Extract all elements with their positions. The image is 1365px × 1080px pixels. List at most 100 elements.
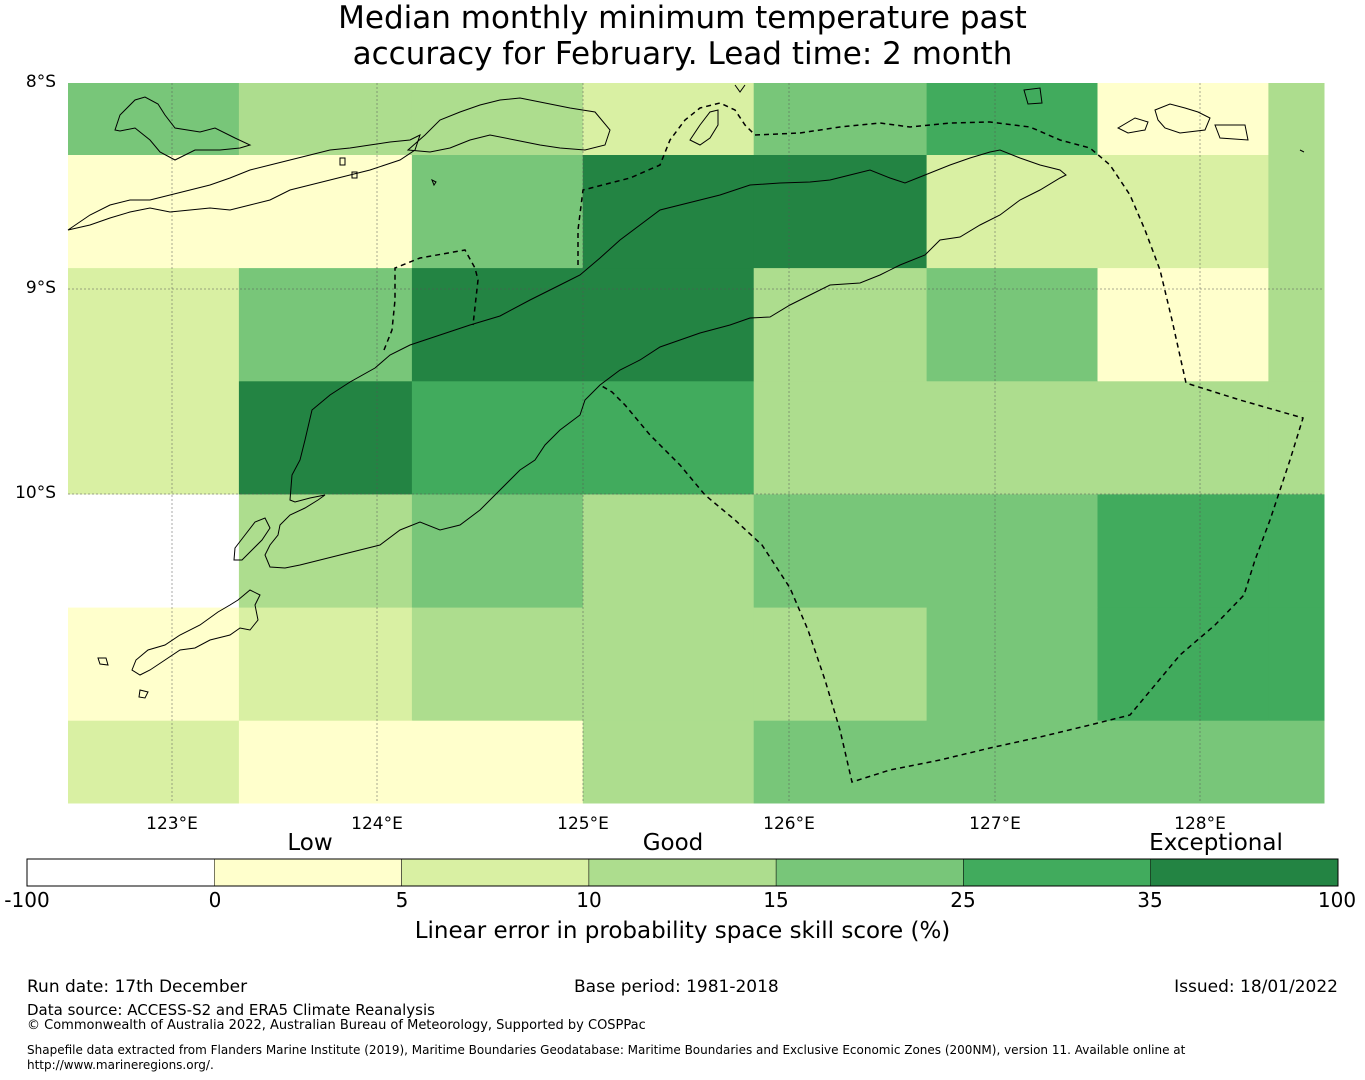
skill-cell: [926, 268, 1098, 382]
issued-date: Issued: 18/01/2022: [1174, 977, 1338, 997]
skill-cell: [582, 720, 755, 804]
skill-cell: [926, 720, 1098, 804]
skill-cell: [926, 155, 1098, 269]
skill-cell: [411, 381, 584, 495]
colorbar-tick: 15: [763, 888, 789, 912]
skill-cell: [68, 720, 240, 804]
shapefile-credit: Shapefile data extracted from Flanders M…: [27, 1043, 1186, 1072]
copyright: © Commonwealth of Australia 2022, Austra…: [27, 1018, 646, 1033]
skill-cell: [68, 381, 240, 495]
lat-label-8s: 8°S: [25, 72, 56, 92]
chart-title-line1: Median monthly minimum temperature past: [338, 0, 1027, 36]
small-islet: [339, 84, 1305, 187]
skill-cell: [68, 83, 240, 156]
skill-cell: [753, 268, 928, 382]
eez-boundary: [383, 102, 1304, 783]
skill-cell: [68, 155, 240, 269]
skill-cell: [68, 268, 240, 382]
skill-cell: [238, 155, 413, 269]
semau-island-outline: [233, 517, 271, 561]
colorbar-word-exceptional: Exceptional: [1149, 830, 1283, 856]
lat-label-10s: 10°S: [15, 483, 56, 503]
skill-cell: [753, 607, 928, 722]
coastlines: [67, 84, 1305, 699]
lon-label-128e: 128°E: [1174, 814, 1226, 834]
skill-cell: [1268, 720, 1325, 804]
skill-cell: [753, 381, 928, 495]
skill-cell: [411, 720, 584, 804]
timor-island-outline: [264, 149, 1067, 569]
skill-cell: [1097, 494, 1269, 608]
rote-island-outline: [131, 589, 261, 676]
skill-cell: [238, 381, 413, 495]
skill-cell: [582, 607, 755, 722]
skill-cell: [238, 720, 413, 804]
skill-cells: [68, 83, 1325, 804]
skill-cell: [1097, 720, 1269, 804]
base-period: Base period: 1981-2018: [574, 977, 779, 997]
skill-cell: [1097, 268, 1269, 382]
skill-cell: [1097, 381, 1269, 495]
colorbar-word-good: Good: [642, 830, 704, 856]
skill-cell: [753, 494, 928, 608]
skill-cell: [411, 607, 584, 722]
colorbar-tick: 10: [576, 888, 602, 912]
sawu-island-outline: [97, 657, 149, 699]
skill-cell: [238, 268, 413, 382]
lon-label-126e: 126°E: [763, 814, 815, 834]
data-source: Data source: ACCESS-S2 and ERA5 Climate …: [27, 1001, 435, 1019]
colorbar-tick: -100: [4, 888, 50, 912]
skill-cell: [238, 494, 413, 608]
skill-cell: [1268, 494, 1325, 608]
skill-cell: [926, 83, 1098, 156]
colorbar-tick: 100: [1317, 888, 1357, 912]
wetar-island-outline: [406, 97, 611, 153]
skill-cell: [411, 83, 584, 156]
skill-cell: [753, 720, 928, 804]
skill-cell: [411, 268, 584, 382]
skill-cell: [582, 155, 755, 269]
chart-title-line2: accuracy for February. Lead time: 2 mont…: [352, 36, 1013, 72]
skill-cell: [582, 494, 755, 608]
colorbar-tick: 35: [1137, 888, 1163, 912]
colorbar-caption: Linear error in probability space skill …: [414, 918, 951, 944]
flores-island-outline: [67, 134, 421, 231]
skill-cell: [68, 607, 240, 722]
colorbar-tick: 5: [395, 888, 409, 912]
colorbar-tick: 25: [950, 888, 976, 912]
skill-cell: [582, 268, 755, 382]
skill-cell: [238, 607, 413, 722]
skill-cell: [926, 607, 1098, 722]
graticule: [68, 83, 1324, 803]
skill-cell: [1268, 607, 1325, 722]
skill-cell: [1268, 155, 1325, 269]
lat-label-9s: 9°S: [25, 278, 56, 298]
skill-cell: [411, 155, 584, 269]
colorbar-word-low: Low: [287, 830, 333, 856]
colorbar-tick: 0: [208, 888, 222, 912]
skill-cell: [411, 494, 584, 608]
skill-cell: [753, 83, 928, 156]
alor-island-outline: [114, 96, 252, 161]
lon-label-124e: 124°E: [351, 814, 403, 834]
skill-cell: [926, 381, 1098, 495]
skill-cell: [582, 381, 755, 495]
atauro-island-outline: [689, 109, 719, 146]
skill-cell: [1097, 155, 1269, 269]
lon-label-125e: 125°E: [557, 814, 609, 834]
skill-cell: [238, 83, 413, 156]
skill-cell: [1268, 268, 1325, 382]
run-date: Run date: 17th December: [27, 977, 248, 997]
skill-cell: [1097, 83, 1269, 156]
skill-cell: [582, 83, 755, 156]
skill-cell: [68, 494, 240, 608]
skill-cell: [753, 155, 928, 269]
skill-cell: [1097, 607, 1269, 722]
lon-label-123e: 123°E: [146, 814, 198, 834]
kisar-island-outline: [1023, 87, 1043, 105]
leti-island-outline: [1116, 103, 1249, 141]
skill-cell: [1268, 83, 1325, 156]
lon-label-127e: 127°E: [969, 814, 1021, 834]
skill-cell: [926, 494, 1098, 608]
